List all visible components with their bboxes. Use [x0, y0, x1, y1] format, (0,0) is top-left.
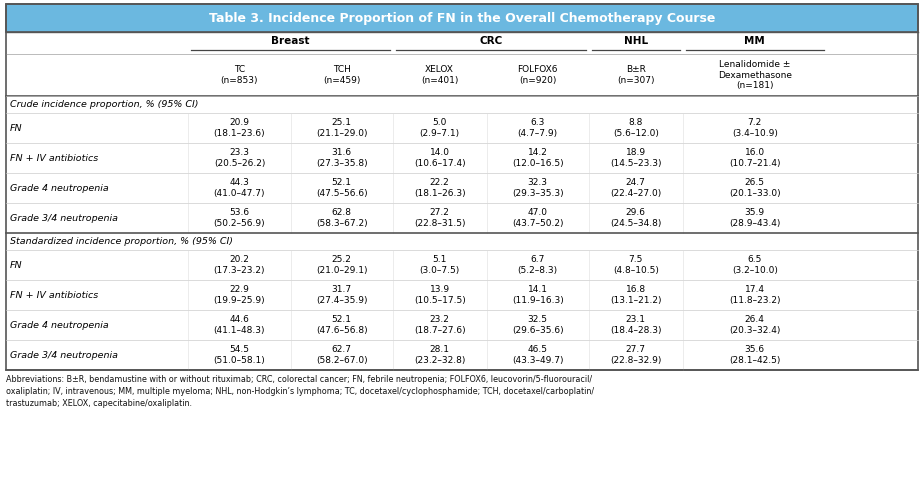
Bar	[6, 4, 918, 370]
Text: 26.5
(20.1–33.0): 26.5 (20.1–33.0)	[729, 178, 781, 198]
Text: 27.2
(22.8–31.5): 27.2 (22.8–31.5)	[414, 208, 466, 228]
Text: 62.7
(58.2–67.0): 62.7 (58.2–67.0)	[316, 345, 368, 365]
Text: 32.3
(29.3–35.3): 32.3 (29.3–35.3)	[512, 178, 564, 198]
Text: 5.1
(3.0–7.5): 5.1 (3.0–7.5)	[419, 255, 460, 275]
Text: Grade 4 neutropenia: Grade 4 neutropenia	[10, 321, 109, 330]
Text: TC
(n=853): TC (n=853)	[221, 65, 258, 85]
Text: 52.1
(47.6–56.8): 52.1 (47.6–56.8)	[316, 315, 368, 335]
Text: FOLFOX6
(n=920): FOLFOX6 (n=920)	[517, 65, 558, 85]
Text: 18.9
(14.5–23.3): 18.9 (14.5–23.3)	[610, 148, 662, 168]
Text: 29.6
(24.5–34.8): 29.6 (24.5–34.8)	[610, 208, 662, 228]
Text: 26.4
(20.3–32.4): 26.4 (20.3–32.4)	[729, 315, 781, 335]
Text: Table 3. Incidence Proportion of FN in the Overall Chemotherapy Course: Table 3. Incidence Proportion of FN in t…	[209, 11, 715, 24]
Text: Lenalidomide ±
Dexamethasone
(n=181): Lenalidomide ± Dexamethasone (n=181)	[718, 60, 792, 90]
Text: FN: FN	[10, 124, 22, 132]
Text: Standardized incidence proportion, % (95% CI): Standardized incidence proportion, % (95…	[10, 237, 233, 246]
Text: 14.0
(10.6–17.4): 14.0 (10.6–17.4)	[414, 148, 466, 168]
Text: 16.8
(13.1–21.2): 16.8 (13.1–21.2)	[610, 285, 662, 305]
Text: 16.0
(10.7–21.4): 16.0 (10.7–21.4)	[729, 148, 781, 168]
Bar	[6, 32, 918, 54]
Bar	[6, 96, 918, 113]
Text: 31.7
(27.4–35.9): 31.7 (27.4–35.9)	[316, 285, 368, 305]
Text: 13.9
(10.5–17.5): 13.9 (10.5–17.5)	[414, 285, 466, 305]
Text: 14.2
(12.0–16.5): 14.2 (12.0–16.5)	[512, 148, 564, 168]
Bar	[6, 340, 918, 370]
Bar	[6, 310, 918, 340]
Text: 17.4
(11.8–23.2): 17.4 (11.8–23.2)	[729, 285, 781, 305]
Text: 32.5
(29.6–35.6): 32.5 (29.6–35.6)	[512, 315, 564, 335]
Bar	[6, 280, 918, 310]
Bar	[6, 54, 918, 96]
Text: XELOX
(n=401): XELOX (n=401)	[421, 65, 458, 85]
Text: 62.8
(58.3–67.2): 62.8 (58.3–67.2)	[316, 208, 368, 228]
Text: 6.5
(3.2–10.0): 6.5 (3.2–10.0)	[732, 255, 778, 275]
Text: 44.3
(41.0–47.7): 44.3 (41.0–47.7)	[213, 178, 265, 198]
Bar	[6, 143, 918, 173]
Text: 35.6
(28.1–42.5): 35.6 (28.1–42.5)	[729, 345, 781, 365]
Text: CRC: CRC	[480, 36, 503, 46]
Text: 7.5
(4.8–10.5): 7.5 (4.8–10.5)	[613, 255, 659, 275]
Text: 31.6
(27.3–35.8): 31.6 (27.3–35.8)	[316, 148, 368, 168]
Text: Crude incidence proportion, % (95% CI): Crude incidence proportion, % (95% CI)	[10, 100, 199, 109]
Text: 22.2
(18.1–26.3): 22.2 (18.1–26.3)	[414, 178, 466, 198]
Text: 23.1
(18.4–28.3): 23.1 (18.4–28.3)	[610, 315, 662, 335]
Text: Abbreviations: B±R, bendamustine with or without rituximab; CRC, colorectal canc: Abbreviations: B±R, bendamustine with or…	[6, 375, 594, 407]
Text: 23.3
(20.5–26.2): 23.3 (20.5–26.2)	[213, 148, 265, 168]
Text: MM: MM	[745, 36, 765, 46]
Text: 6.7
(5.2–8.3): 6.7 (5.2–8.3)	[517, 255, 558, 275]
Text: 5.0
(2.9–7.1): 5.0 (2.9–7.1)	[419, 119, 460, 138]
Bar	[6, 173, 918, 203]
Text: Grade 3/4 neutropenia: Grade 3/4 neutropenia	[10, 351, 118, 360]
Bar	[6, 250, 918, 280]
Text: 47.0
(43.7–50.2): 47.0 (43.7–50.2)	[512, 208, 564, 228]
Text: 14.1
(11.9–16.3): 14.1 (11.9–16.3)	[512, 285, 564, 305]
Text: 23.2
(18.7–27.6): 23.2 (18.7–27.6)	[414, 315, 466, 335]
Text: 44.6
(41.1–48.3): 44.6 (41.1–48.3)	[213, 315, 265, 335]
Text: NHL: NHL	[624, 36, 648, 46]
Bar	[6, 113, 918, 143]
Bar	[6, 203, 918, 233]
Bar	[6, 4, 918, 32]
Text: 22.9
(19.9–25.9): 22.9 (19.9–25.9)	[213, 285, 265, 305]
Bar	[6, 233, 918, 250]
Text: 24.7
(22.4–27.0): 24.7 (22.4–27.0)	[610, 178, 662, 198]
Text: 27.7
(22.8–32.9): 27.7 (22.8–32.9)	[610, 345, 662, 365]
Text: FN + IV antibiotics: FN + IV antibiotics	[10, 153, 98, 162]
Bar	[6, 4, 918, 32]
Text: 53.6
(50.2–56.9): 53.6 (50.2–56.9)	[213, 208, 265, 228]
Text: Grade 3/4 neutropenia: Grade 3/4 neutropenia	[10, 214, 118, 223]
Text: B±R
(n=307): B±R (n=307)	[617, 65, 654, 85]
Text: 25.1
(21.1–29.0): 25.1 (21.1–29.0)	[316, 119, 368, 138]
Text: 8.8
(5.6–12.0): 8.8 (5.6–12.0)	[613, 119, 659, 138]
Text: 6.3
(4.7–7.9): 6.3 (4.7–7.9)	[517, 119, 558, 138]
Text: 20.2
(17.3–23.2): 20.2 (17.3–23.2)	[213, 255, 265, 275]
Text: 52.1
(47.5–56.6): 52.1 (47.5–56.6)	[316, 178, 368, 198]
Text: 54.5
(51.0–58.1): 54.5 (51.0–58.1)	[213, 345, 265, 365]
Text: Breast: Breast	[272, 36, 310, 46]
Text: 28.1
(23.2–32.8): 28.1 (23.2–32.8)	[414, 345, 466, 365]
Text: Grade 4 neutropenia: Grade 4 neutropenia	[10, 183, 109, 193]
Text: 20.9
(18.1–23.6): 20.9 (18.1–23.6)	[213, 119, 265, 138]
Text: 35.9
(28.9–43.4): 35.9 (28.9–43.4)	[729, 208, 781, 228]
Text: FN + IV antibiotics: FN + IV antibiotics	[10, 290, 98, 299]
Text: 25.2
(21.0–29.1): 25.2 (21.0–29.1)	[316, 255, 368, 275]
Text: TCH
(n=459): TCH (n=459)	[322, 65, 360, 85]
Text: FN: FN	[10, 260, 22, 269]
Text: 7.2
(3.4–10.9): 7.2 (3.4–10.9)	[732, 119, 778, 138]
Text: 46.5
(43.3–49.7): 46.5 (43.3–49.7)	[512, 345, 564, 365]
